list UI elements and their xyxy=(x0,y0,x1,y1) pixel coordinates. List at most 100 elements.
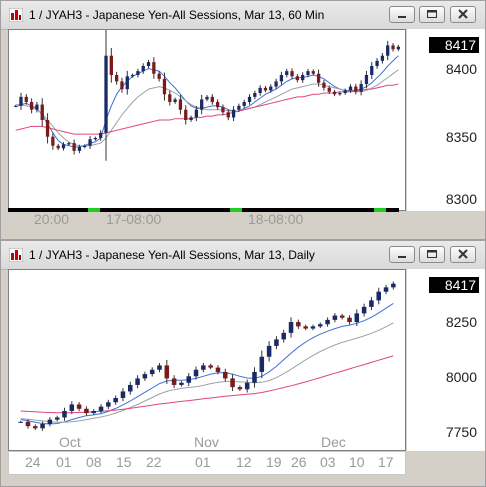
candle-body xyxy=(19,96,23,106)
candle-body xyxy=(168,94,172,102)
candle-body xyxy=(14,105,18,107)
candle-body xyxy=(339,315,345,318)
session-bar xyxy=(8,208,399,212)
minimize-icon xyxy=(398,256,406,258)
candle-body xyxy=(380,55,385,61)
y-tick-label: 8000 xyxy=(445,369,477,385)
candle-body xyxy=(77,147,82,151)
candle-body xyxy=(171,378,177,385)
candle-body xyxy=(67,143,71,145)
candle-body xyxy=(47,419,53,424)
candle-body xyxy=(279,75,284,82)
candle-body xyxy=(35,104,39,110)
candle-body xyxy=(231,109,236,118)
moving-average-line xyxy=(15,83,399,135)
candle-body xyxy=(201,365,206,370)
candle-body xyxy=(396,46,400,50)
candle-body xyxy=(383,287,389,292)
candle-body xyxy=(152,62,156,74)
close-button[interactable] xyxy=(450,246,476,263)
candle-body xyxy=(164,365,170,379)
y-tick-label: 7750 xyxy=(445,424,477,440)
time-axis: 20:00 17-08:00 18-08:00 xyxy=(8,208,399,227)
moving-average-line xyxy=(20,355,394,414)
candle-body xyxy=(93,138,98,140)
candle-body xyxy=(56,145,60,149)
price-plot-area[interactable] xyxy=(8,269,406,451)
month-label: Oct xyxy=(59,434,81,450)
candle-body xyxy=(288,322,294,333)
candle-body xyxy=(242,102,246,106)
candle-body xyxy=(178,99,183,110)
candle-body xyxy=(338,93,342,95)
candle-body xyxy=(184,109,188,120)
month-labels: Oct Nov Dec xyxy=(9,434,405,450)
candle-body xyxy=(347,317,352,323)
x-tick-label: 17-08:00 xyxy=(106,211,162,227)
candle-body xyxy=(194,109,199,118)
x-tick-label: 10 xyxy=(349,454,365,470)
close-button[interactable] xyxy=(450,6,476,23)
candle-body xyxy=(200,99,204,110)
candle-body xyxy=(149,369,155,375)
moving-average-line xyxy=(20,302,394,425)
restore-button[interactable] xyxy=(419,6,445,23)
x-tick-label: 03 xyxy=(320,454,336,470)
chart-window-daily[interactable]: 1 / JYAH3 - Japanese Yen-All Sessions, M… xyxy=(0,240,486,487)
candle-body xyxy=(125,76,129,90)
chart-app-icon xyxy=(9,248,23,262)
candle-body xyxy=(221,107,225,113)
x-tick-label: 01 xyxy=(195,454,211,470)
y-tick-label: 8400 xyxy=(445,61,477,77)
candle-body xyxy=(303,326,308,329)
candle-body xyxy=(205,96,209,100)
x-tick-label: 20:00 xyxy=(34,211,70,227)
candle-body xyxy=(332,91,337,95)
candle-body xyxy=(391,45,395,50)
candle-body xyxy=(354,86,358,92)
candle-body xyxy=(223,371,228,379)
candle-body xyxy=(364,75,369,84)
candle-body xyxy=(51,136,55,146)
x-tick-label: 18-08:00 xyxy=(248,211,304,227)
candle-body xyxy=(189,117,193,120)
candle-body xyxy=(386,45,390,56)
minimize-button[interactable] xyxy=(389,6,415,23)
candle-body xyxy=(325,319,330,325)
month-label: Nov xyxy=(194,434,219,450)
candle-body xyxy=(285,71,289,75)
candle-body xyxy=(266,345,272,357)
window-title: 1 / JYAH3 - Japanese Yen-All Sessions, M… xyxy=(29,248,315,262)
month-label: Dec xyxy=(321,434,346,450)
candle-body xyxy=(193,369,199,377)
candle-body xyxy=(136,71,140,75)
candle-body xyxy=(130,75,135,77)
candle-body xyxy=(25,421,31,427)
y-tick-label: 8250 xyxy=(445,314,477,330)
candle-body xyxy=(157,365,162,370)
candle-body xyxy=(244,382,250,390)
candle-body xyxy=(61,144,66,149)
candle-body xyxy=(343,90,347,93)
candle-body xyxy=(237,387,243,390)
candle-body xyxy=(179,382,184,385)
restore-button[interactable] xyxy=(419,246,445,263)
candle-body xyxy=(72,143,76,151)
title-bar[interactable]: 1 / JYAH3 - Japanese Yen-All Sessions, M… xyxy=(1,1,485,30)
candle-body xyxy=(306,71,310,75)
candle-body xyxy=(45,120,50,137)
candle-body xyxy=(369,300,374,307)
candle-body xyxy=(316,73,321,83)
x-tick-label: 19 xyxy=(266,454,282,470)
minimize-button[interactable] xyxy=(389,246,415,263)
title-bar[interactable]: 1 / JYAH3 - Japanese Yen-All Sessions, M… xyxy=(1,241,485,270)
price-axis: 8417 8400 8350 8300 xyxy=(407,29,485,211)
candle-body xyxy=(295,76,300,81)
candle-body xyxy=(301,75,305,81)
candle-body xyxy=(208,365,213,368)
x-tick-label: 26 xyxy=(291,454,307,470)
chart-window-60min[interactable]: 1 / JYAH3 - Japanese Yen-All Sessions, M… xyxy=(0,0,486,240)
candle-body xyxy=(281,332,286,340)
price-plot-area[interactable] xyxy=(8,29,406,211)
candle-body xyxy=(173,99,177,102)
